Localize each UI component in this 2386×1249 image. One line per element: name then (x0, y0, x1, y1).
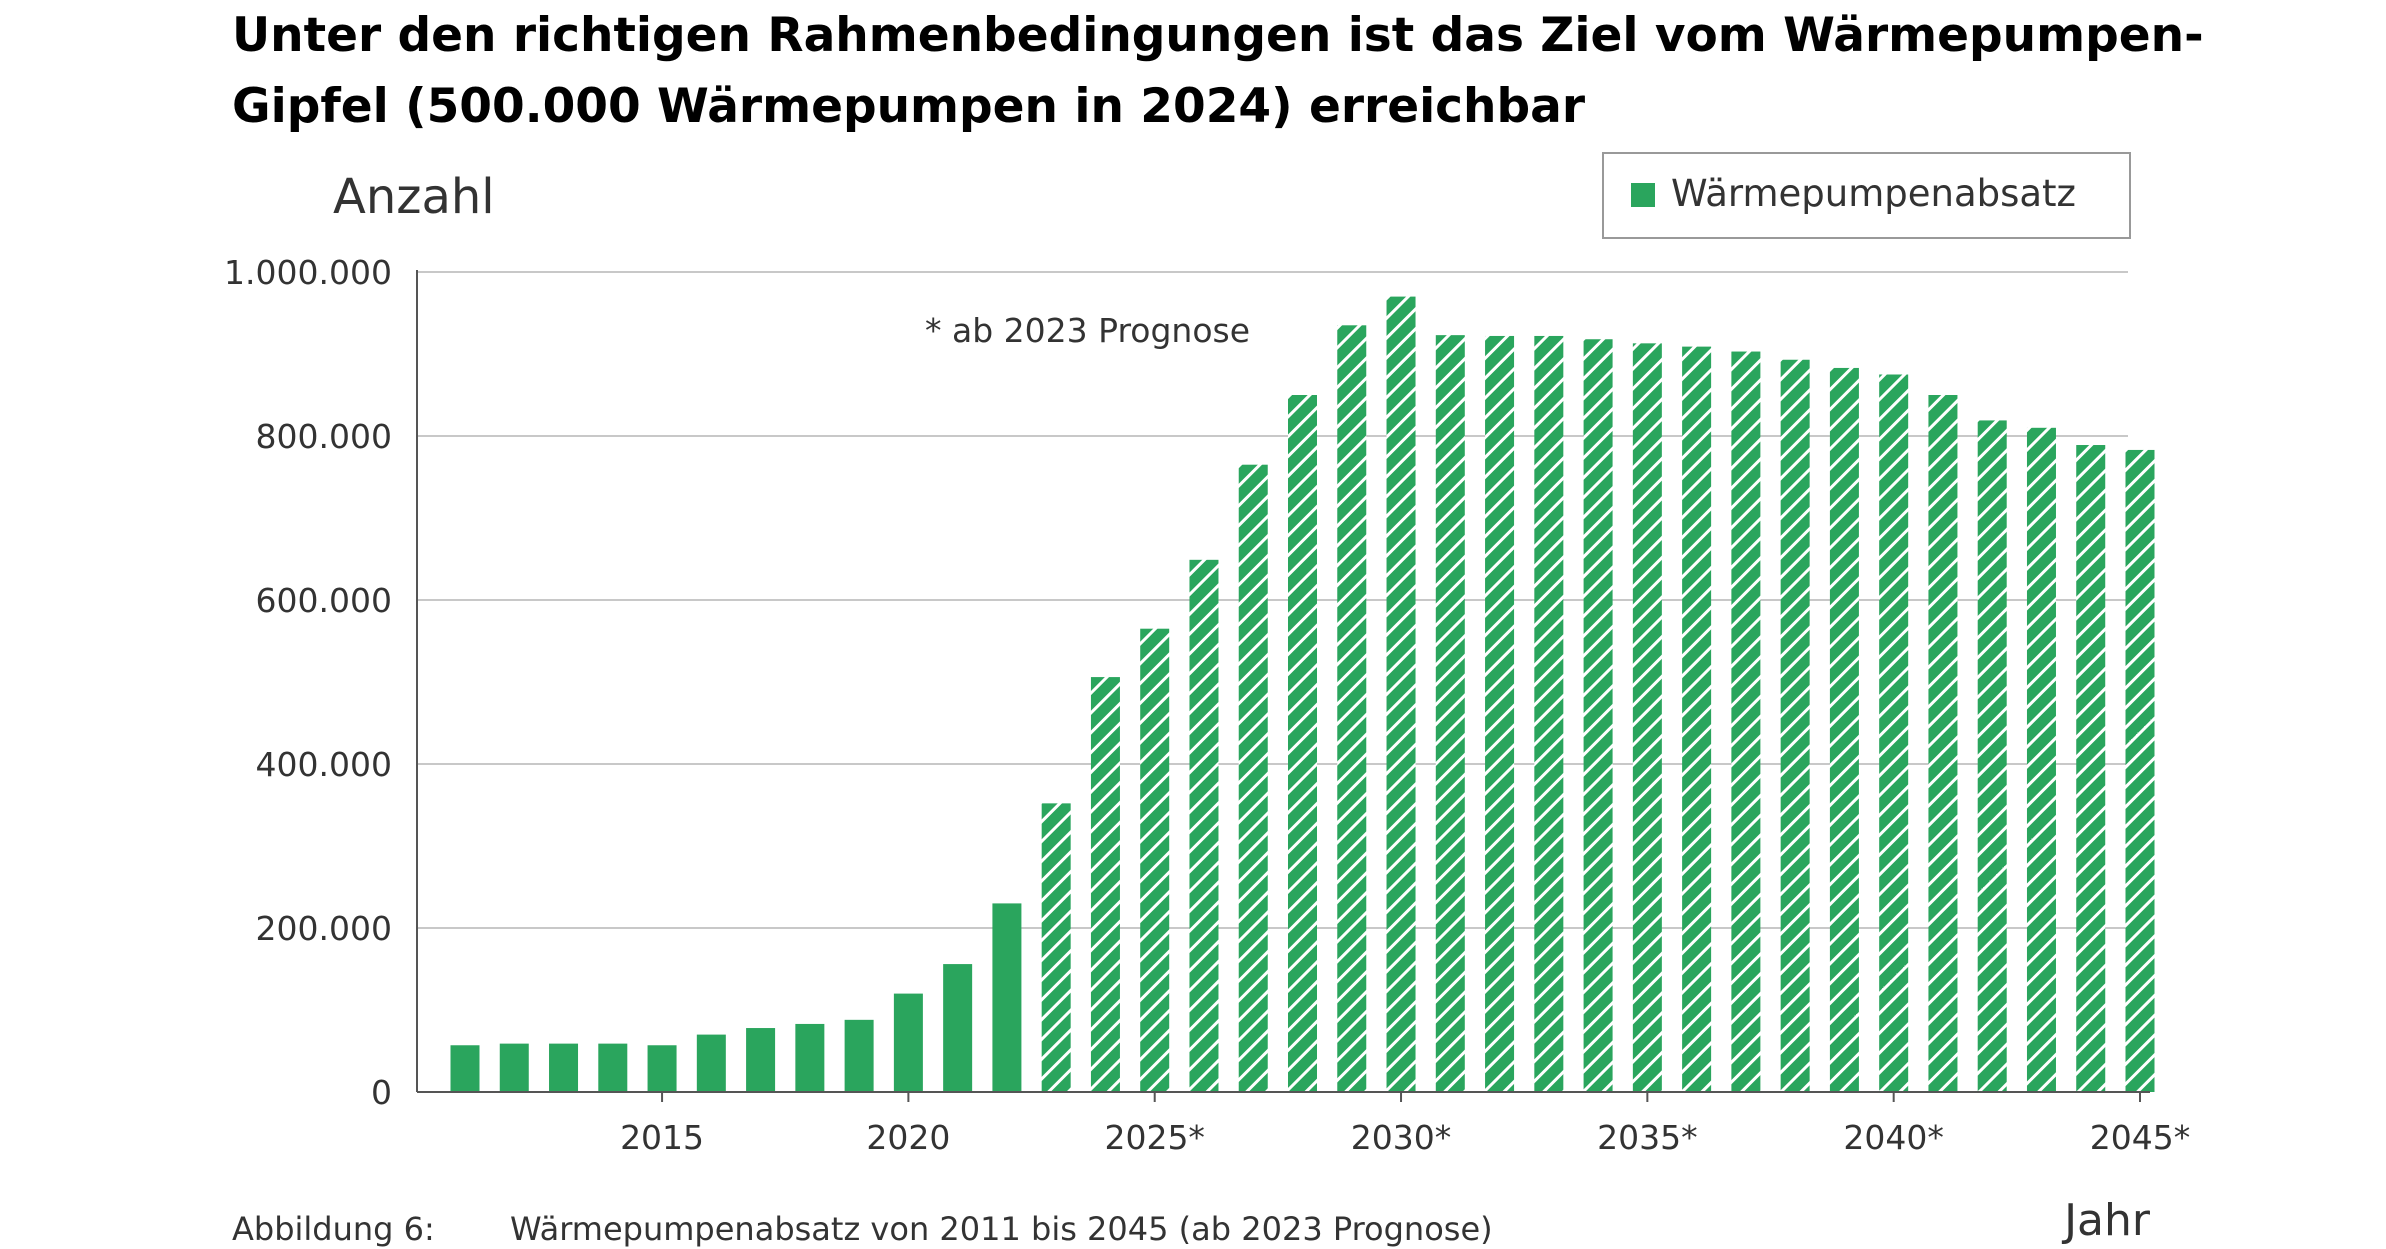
bar (647, 1045, 677, 1092)
bar (450, 1045, 480, 1092)
bar-forecast (1386, 296, 1416, 1093)
y-tick-label: 400.000 (256, 745, 392, 784)
legend: Wärmepumpenabsatz (1602, 152, 2131, 239)
bar (943, 964, 973, 1092)
grid-lines (417, 271, 2128, 929)
bar (746, 1028, 776, 1092)
bar-forecast (1435, 335, 1465, 1092)
bar-forecast (2076, 445, 2106, 1092)
headline: Unter den richtigen Rahmenbedingungen is… (232, 0, 2232, 142)
bar-forecast (1632, 343, 1662, 1093)
bar-forecast (1928, 395, 1958, 1092)
bar-forecast (1977, 420, 2007, 1092)
forecast-annotation: * ab 2023 Prognose (925, 311, 1250, 350)
x-axis-title: Jahr (2061, 1195, 2151, 1246)
figure-caption-text: Wärmepumpenabsatz von 2011 bis 2045 (ab … (510, 1210, 1493, 1248)
bar (549, 1043, 579, 1092)
bar (499, 1043, 529, 1092)
bar-forecast (1534, 335, 1564, 1093)
x-tick-label: 2035* (1597, 1118, 1697, 1157)
bar-forecast (1879, 374, 1909, 1092)
bar-forecast (2026, 427, 2056, 1092)
legend-label: Wärmepumpenabsatz (1671, 172, 2076, 215)
bar-forecast (1337, 325, 1367, 1092)
bar (696, 1034, 726, 1092)
x-tick-label: 2020 (866, 1118, 950, 1157)
figure-caption-label: Abbildung 6: (232, 1210, 435, 1248)
x-tick-label: 2015 (620, 1118, 704, 1157)
x-tick-label: 2045* (2090, 1118, 2190, 1157)
x-tick-label: 2030* (1351, 1118, 1451, 1157)
x-ticks: 2015 2020 2025* 2030* 2035* 2040* 2045* (620, 1092, 2190, 1157)
legend-swatch (1631, 183, 1655, 207)
bar-forecast (1485, 335, 1515, 1093)
headline-line-1: Unter den richtigen Rahmenbedingungen is… (232, 8, 2204, 63)
headline-line-2: Gipfel (500.000 Wärmepumpen in 2024) err… (232, 79, 1586, 134)
y-tick-label: 200.000 (256, 909, 392, 948)
legend-box (1602, 152, 2131, 239)
bar (598, 1043, 628, 1092)
bar-forecast (1288, 395, 1317, 1092)
y-tick-label: 0 (371, 1073, 392, 1112)
y-tick-label: 800.000 (256, 417, 392, 456)
y-tick-label: 600.000 (256, 581, 392, 620)
bar-forecast (1189, 559, 1219, 1092)
y-tick-labels: 0 200.000 400.000 600.000 800.000 1.000.000 (224, 253, 392, 1112)
bar (844, 1019, 874, 1092)
bar-forecast (2125, 449, 2155, 1092)
bar-forecast (1731, 351, 1761, 1092)
bar-forecast (1090, 677, 1120, 1092)
bar-forecast (1583, 339, 1613, 1092)
bar (992, 903, 1022, 1092)
bar (795, 1023, 825, 1092)
bar-forecast (1829, 367, 1859, 1092)
bar (893, 993, 923, 1092)
y-tick-label: 1.000.000 (224, 253, 392, 292)
bar-forecast (1682, 346, 1712, 1092)
x-tick-label: 2025* (1104, 1118, 1204, 1157)
bar-forecast (1041, 803, 1071, 1092)
bar-forecast (1140, 628, 1170, 1092)
bar-forecast (1238, 464, 1268, 1092)
x-tick-label: 2040* (1843, 1118, 1943, 1157)
bar-forecast (1780, 359, 1810, 1092)
y-axis-title: Anzahl (333, 169, 495, 225)
bars (450, 296, 2155, 1093)
